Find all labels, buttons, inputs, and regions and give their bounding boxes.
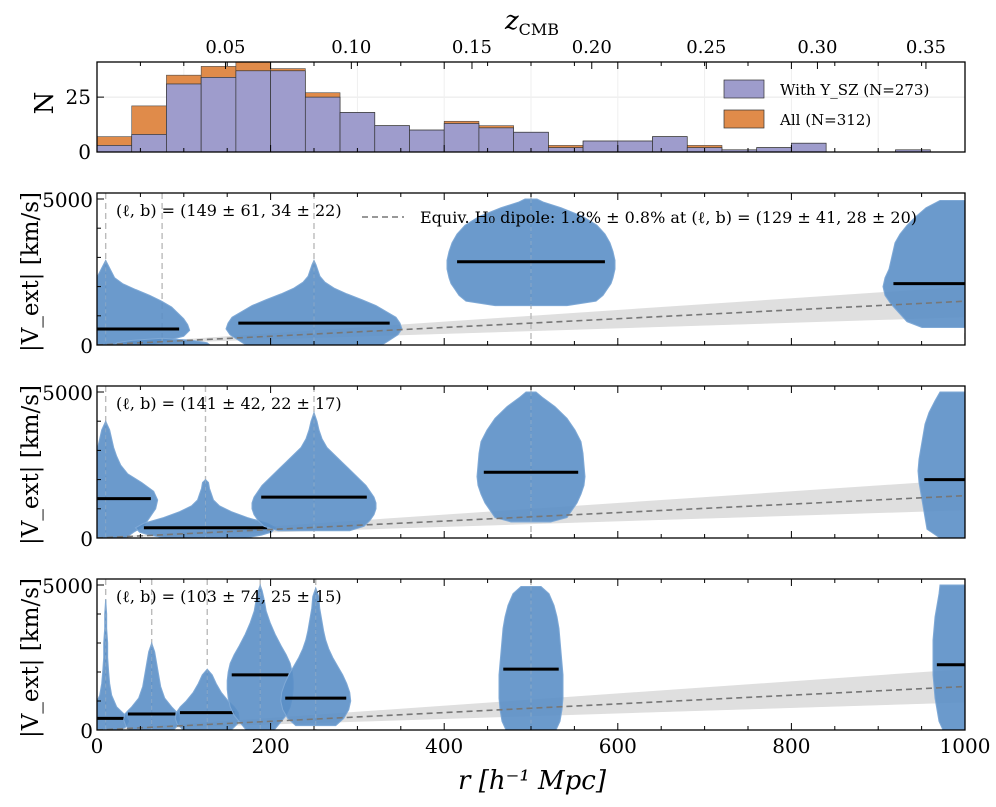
panel-a-y-axis-title: |V_ext| [km/s] — [18, 192, 44, 352]
hist-bar-selected — [270, 70, 306, 153]
hist-bar-selected — [443, 123, 480, 153]
hist-bar-selected — [617, 140, 653, 153]
hist-bar-selected — [409, 129, 445, 153]
legend-label: With Y_SZ (N=273) — [780, 81, 929, 99]
hist-bar-selected — [96, 145, 133, 153]
legend-swatch — [723, 79, 765, 99]
hist-bar-selected — [200, 77, 237, 153]
x-tick-label: 600 — [599, 734, 637, 758]
panel-a-violin — [446, 198, 616, 307]
panel-a-y-tick-label: 0 — [80, 334, 93, 358]
hist-bar-selected — [131, 134, 167, 153]
top-z-tick-label: 0.25 — [686, 37, 726, 58]
panel-c-y-axis-title: |V_ext| [km/s] — [18, 578, 44, 738]
hist-bar-selected — [652, 136, 688, 153]
panel-b-y-tick-label: 0 — [80, 527, 93, 551]
panel-a-dipole-line — [97, 300, 965, 345]
top-z-tick-label: 0.15 — [452, 37, 492, 58]
hist-bar-selected — [478, 127, 514, 153]
hist-bar-selected — [582, 140, 619, 153]
violin-panel-b: 0 5000 (ℓ, b) = (141 ± 42, 22 ± 17) — [42, 381, 966, 551]
panel-b-dipole-line — [97, 494, 965, 538]
x-tick-label: 400 — [425, 734, 463, 758]
hist-y-tick-label: 0 — [78, 140, 91, 164]
top-z-tick-label: 0.20 — [572, 37, 612, 58]
panel-b-plot-area — [97, 386, 965, 538]
hist-y-axis-title: N — [30, 92, 60, 115]
panel-b-violin — [917, 391, 965, 538]
hist-bar-selected — [235, 70, 271, 153]
top-axis-title-sub: CMB — [519, 20, 559, 39]
top-z-tick-label: 0.05 — [205, 37, 245, 58]
hist-bar-selected — [791, 142, 827, 153]
panel-a-violin — [882, 199, 965, 328]
hist-bar-selected — [548, 147, 584, 153]
hist-bar-selected — [374, 125, 410, 153]
panel-a-y-tick-label: 5000 — [42, 188, 93, 212]
hist-bar-selected — [339, 112, 376, 153]
x-tick-label: 200 — [252, 734, 290, 758]
panel-a-dipole-band — [97, 286, 965, 345]
top-z-tick-label: 0.35 — [906, 37, 946, 58]
legend-label: All (N=312) — [779, 111, 871, 129]
top-axis-title-main: z — [504, 6, 519, 36]
top-z-tick-label: 0.30 — [797, 37, 837, 58]
hist-bar-selected — [166, 83, 202, 153]
panel-c-dipole-line — [97, 685, 965, 730]
panel-a-plot-area — [97, 193, 965, 345]
hist-bar-selected — [304, 96, 341, 153]
hist-bar-selected — [756, 147, 792, 153]
panel-b-annotation: (ℓ, b) = (141 ± 42, 22 ± 17) — [116, 394, 342, 413]
panel-c-violin — [932, 584, 965, 730]
x-axis-title: r [h⁻¹ Mpc] — [458, 766, 607, 796]
legend-swatch — [723, 109, 765, 129]
x-tick-label: 0 — [91, 734, 104, 758]
panel-c-y-tick-label: 5000 — [42, 574, 93, 598]
panel-b-y-axis-title: |V_ext| [km/s] — [18, 385, 44, 545]
x-tick-label: 800 — [772, 734, 810, 758]
panel-a-violin — [97, 259, 191, 345]
panel-c-y-tick-label: 0 — [80, 719, 93, 743]
top-z-tick-label: 0.10 — [331, 37, 371, 58]
dipole-legend-label: Equiv. H₀ dipole: 1.8% ± 0.8% at (ℓ, b) … — [420, 208, 917, 227]
top-axis-title: zCMB — [504, 6, 559, 39]
panel-c-annotation: (ℓ, b) = (103 ± 74, 25 ± 15) — [116, 587, 342, 606]
x-tick-label: 1000 — [940, 734, 991, 758]
violin-panel-a: 0 5000 (ℓ, b) = (149 ± 61, 34 ± 22) Equiv. … — [42, 188, 966, 358]
hist-y-tick-label: 25 — [66, 85, 91, 109]
panel-c-violin — [280, 586, 352, 727]
panel-b-y-tick-label: 5000 — [42, 381, 93, 405]
panel-b-violin — [97, 419, 159, 538]
panel-a-annotation: (ℓ, b) = (149 ± 61, 34 ± 22) — [116, 201, 342, 220]
violin-panel-c: 0 5000 (ℓ, b) = (103 ± 74, 25 ± 15) 0 200 400… — [42, 574, 991, 758]
panel-c-plot-area — [97, 579, 965, 730]
histogram-panel: 0 25 0.05 0.10 0.15 0.20 0.25 0.30 0.35 With Y_SZ… — [66, 37, 966, 164]
